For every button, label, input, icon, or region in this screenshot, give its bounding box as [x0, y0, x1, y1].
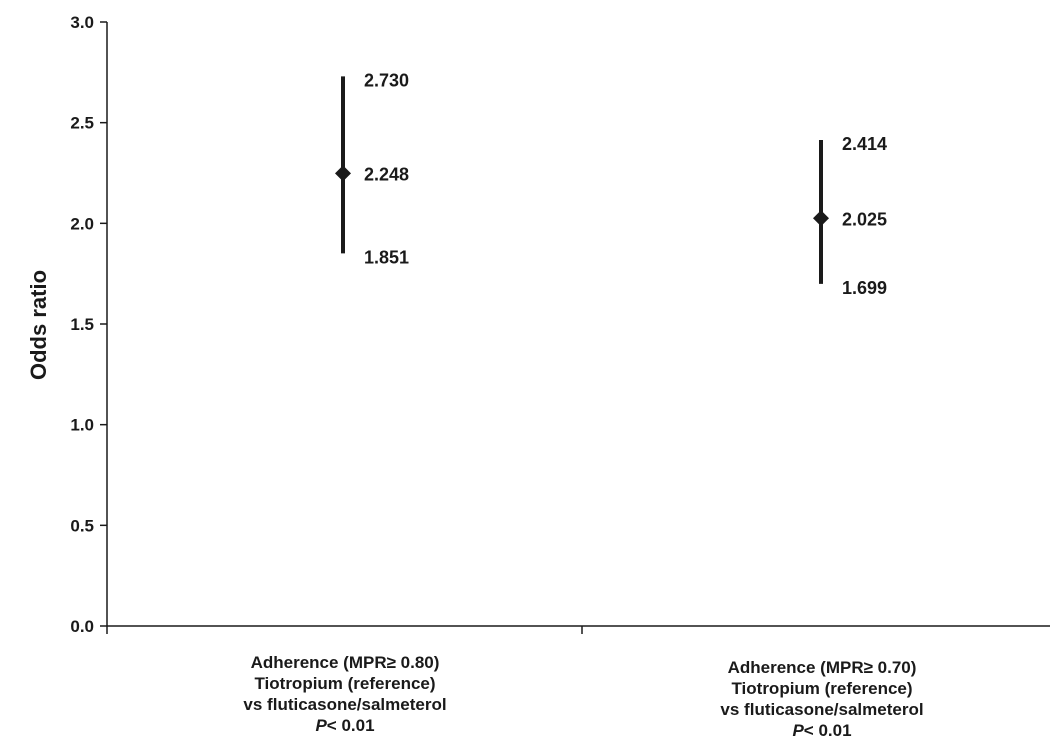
y-tick-label: 0.0 — [70, 617, 94, 636]
category-2-line-3: vs fluticasone/salmeterol — [720, 700, 924, 719]
y-tick-label: 0.5 — [70, 516, 94, 535]
data-marks: 2.730 2.248 1.851 2.414 2.025 1.699 — [335, 70, 887, 298]
y-tick-label: 1.0 — [70, 416, 94, 435]
category-label-1: Adherence (MPR≥ 0.80) Tiotropium (refere… — [185, 652, 505, 736]
category-1-line-2: Tiotropium (reference) — [254, 674, 436, 693]
lower-ci-label: 1.851 — [364, 247, 409, 267]
category-2-line-2: Tiotropium (reference) — [731, 679, 913, 698]
y-ticks: 0.0 0.5 1.0 1.5 2.0 2.5 3.0 — [70, 13, 107, 636]
lower-ci-label: 1.699 — [842, 278, 887, 298]
y-tick-label: 3.0 — [70, 13, 94, 32]
category-1-line-1: Adherence (MPR≥ 0.80) — [250, 653, 440, 672]
upper-ci-label: 2.414 — [842, 134, 887, 154]
category-2-line-1: Adherence (MPR≥ 0.70) — [727, 658, 917, 677]
category-1-p-value: P< 0.01 — [315, 716, 375, 735]
axes — [106, 22, 1050, 634]
category-label-2: Adherence (MPR≥ 0.70) Tiotropium (refere… — [662, 657, 982, 741]
category-1-line-3: vs fluticasone/salmeterol — [243, 695, 447, 714]
y-tick-label: 1.5 — [70, 315, 94, 334]
estimate-marker — [813, 210, 829, 227]
estimate-label: 2.025 — [842, 209, 887, 229]
upper-ci-label: 2.730 — [364, 70, 409, 90]
estimate-marker — [335, 165, 351, 182]
y-axis-title: Odds ratio — [26, 270, 51, 380]
y-tick-label: 2.5 — [70, 114, 94, 133]
estimate-label: 2.248 — [364, 164, 409, 184]
category-2-p-value: P< 0.01 — [792, 721, 852, 740]
y-tick-label: 2.0 — [70, 214, 94, 233]
